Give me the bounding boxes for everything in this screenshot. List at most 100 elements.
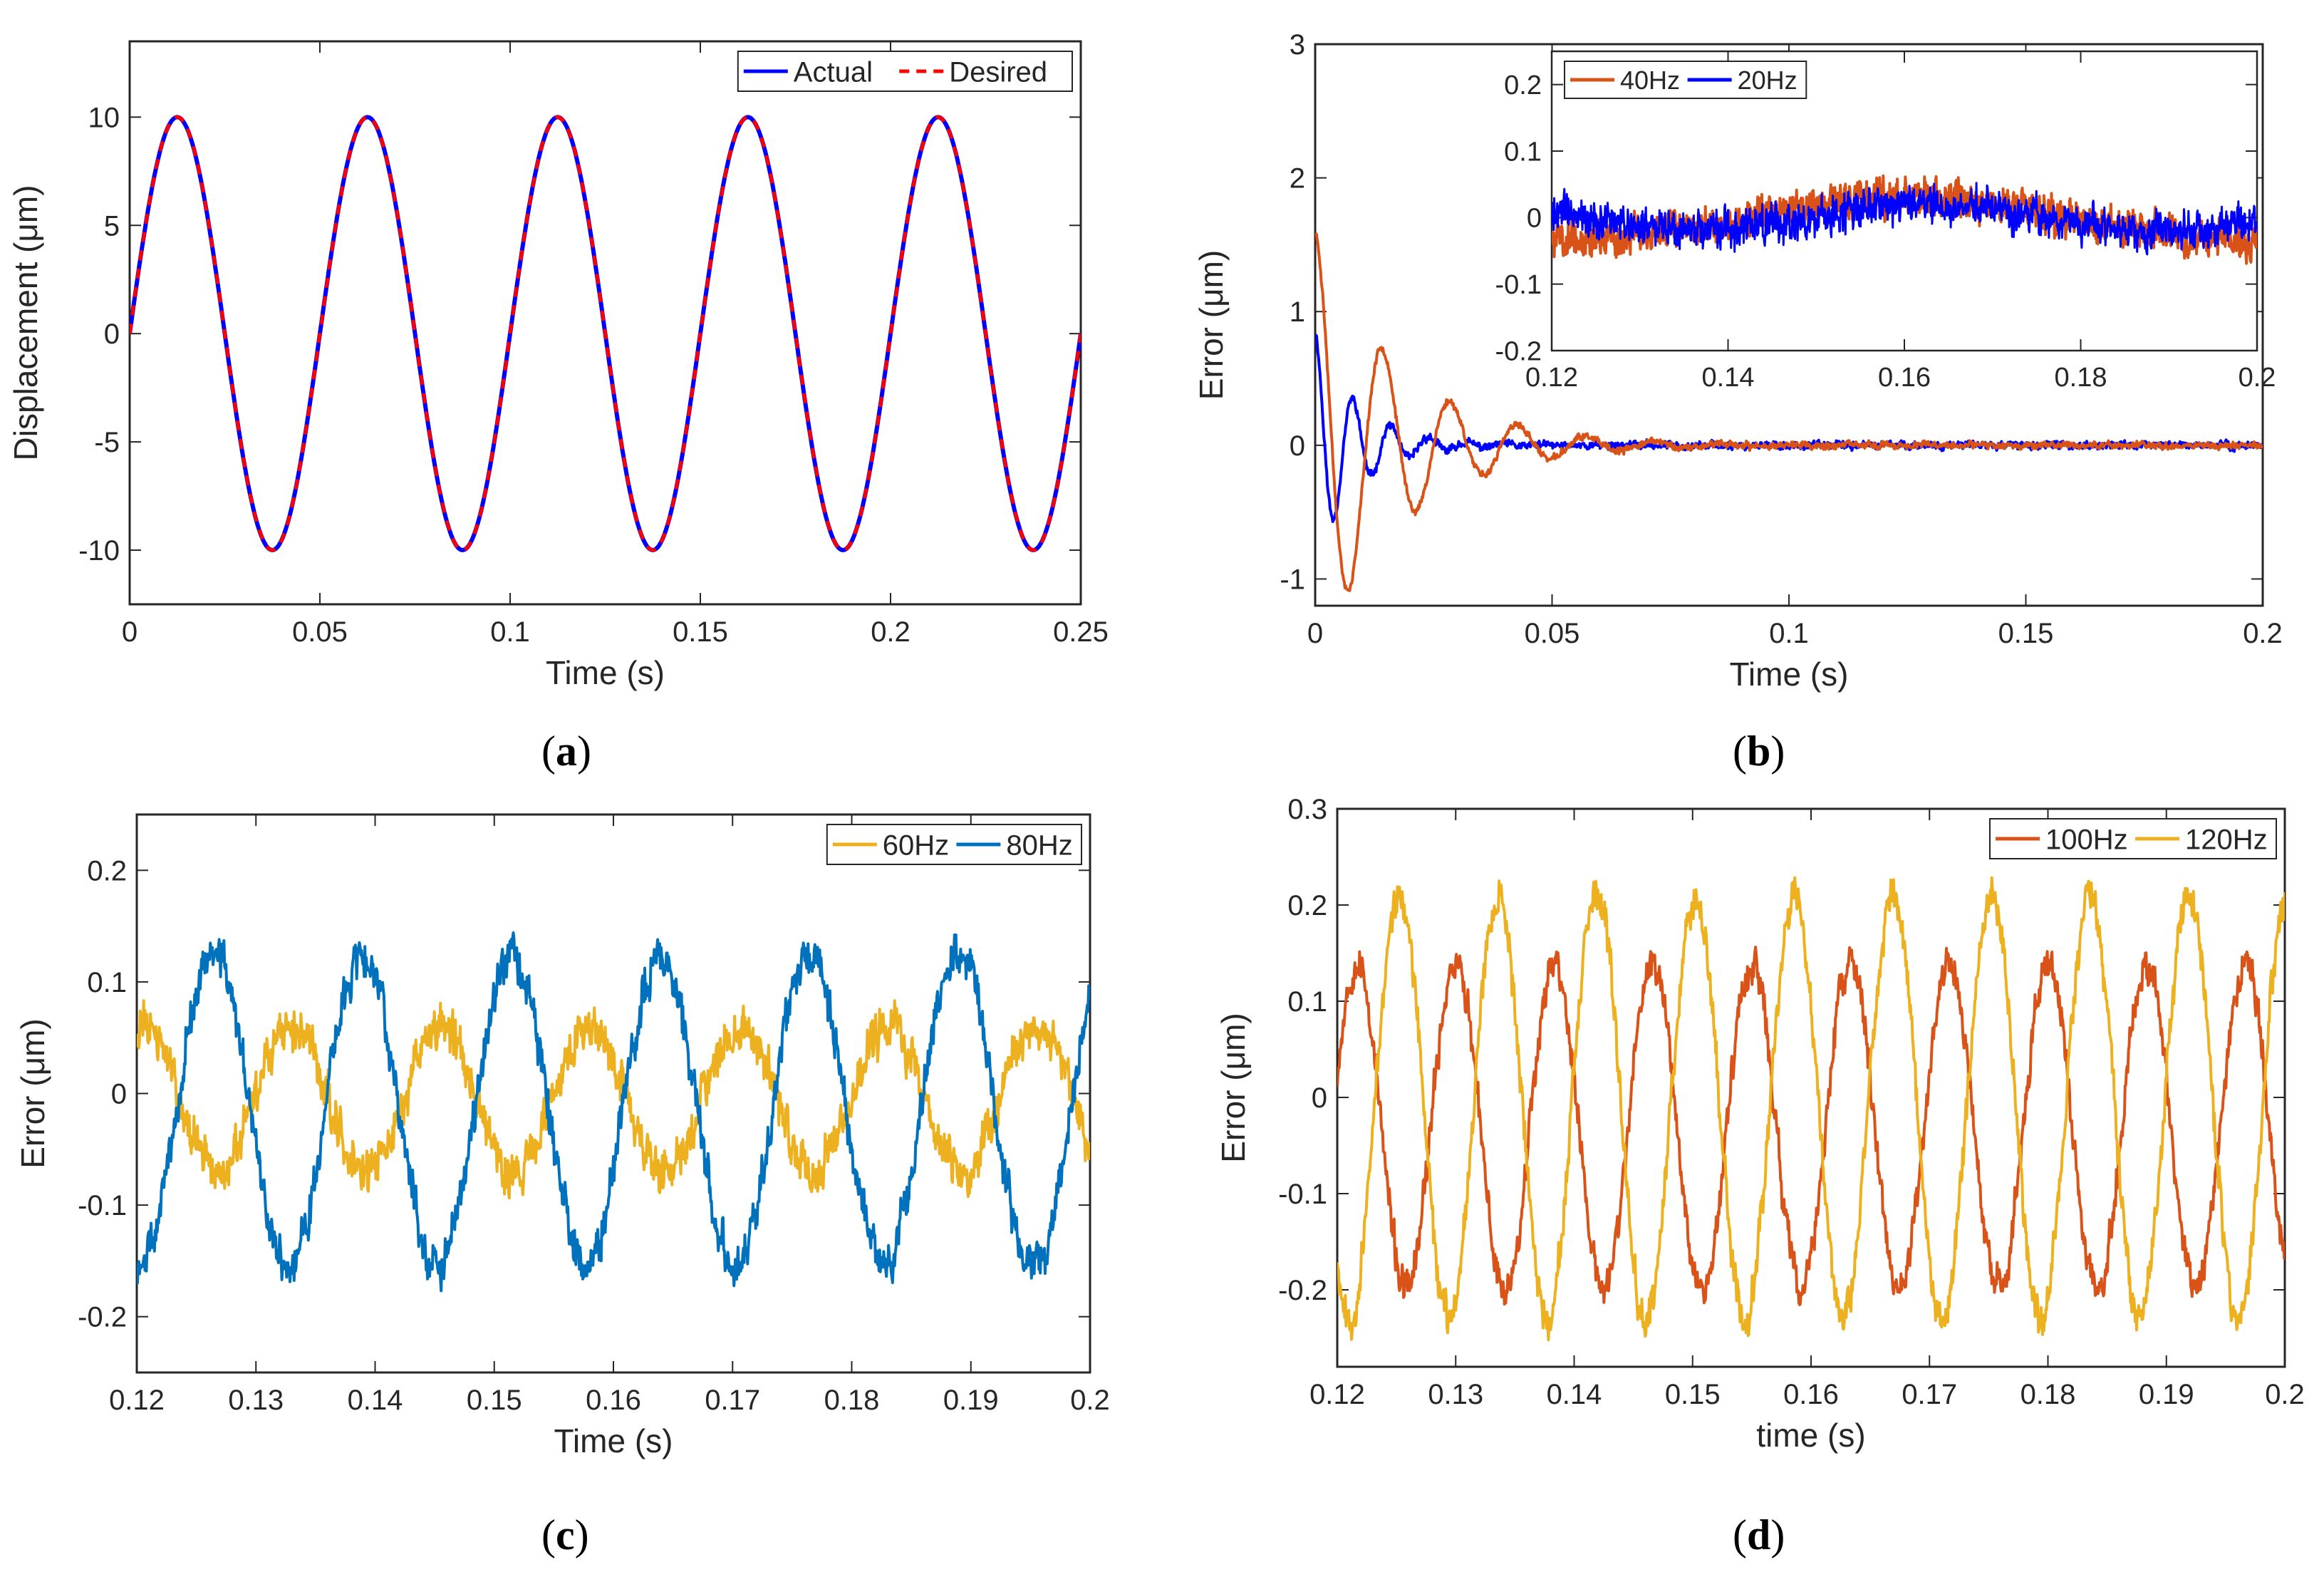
- chart-a-ytick-label: -10: [78, 535, 120, 567]
- chart-c-series-group: [137, 931, 1090, 1293]
- chart-c-xlabel: Time (s): [554, 1422, 673, 1459]
- chart-b-inset-xtick-label: 0.14: [1702, 363, 1755, 393]
- chart-b-inset-ytick-label: 0: [1527, 204, 1542, 234]
- chart-d-xtick-label: 0.13: [1428, 1379, 1483, 1410]
- chart-b-inset-series-group: [1552, 174, 2257, 265]
- chart-d-panel: 0.12 0.13 0.14 0.15 0.16 0.17 0.18 0.19 0.2 -0.2 -…: [1215, 794, 2305, 1454]
- chart-c-ytick-label: 0.1: [87, 967, 127, 998]
- chart-d-xtick-label: 0.15: [1665, 1379, 1721, 1410]
- chart-c-xtick-label: 0.2: [1070, 1385, 1110, 1416]
- chart-b-series-40hz: [1315, 232, 2263, 592]
- chart-c-xtick-label: 0.16: [586, 1385, 641, 1416]
- chart-a-ytick-label: 0: [104, 319, 120, 350]
- chart-d-xtick-label: 0.19: [2139, 1379, 2194, 1410]
- chart-d-ytick-label: -0.1: [1278, 1179, 1327, 1210]
- chart-c-xtick-label: 0.13: [228, 1385, 284, 1416]
- chart-b-ytick-label: 0: [1290, 430, 1305, 462]
- chart-b-inset-legend: 40Hz 20Hz: [1564, 61, 1807, 99]
- chart-a-xtick-label: 0.05: [292, 616, 348, 648]
- chart-c-panel: 0.12 0.13 0.14 0.15 0.16 0.17 0.18 0.19 0.2 -0.2 -…: [14, 813, 1110, 1459]
- caption-a: (a): [541, 728, 591, 775]
- chart-b-inset-ytick-label: 0.2: [1504, 71, 1542, 100]
- chart-b-inset-panel: 0.12 0.14 0.16 0.18 0.2 -0.2 -0.1 0 0.1 0.2 40Hz 20…: [1495, 50, 2276, 393]
- chart-c-legend: 60Hz 80Hz: [826, 824, 1083, 865]
- chart-c-ytick-label: 0: [111, 1079, 127, 1110]
- chart-a-xtick-label: 0.1: [490, 616, 530, 648]
- chart-b-ytick-label: 1: [1290, 296, 1305, 328]
- caption-b: (b): [1733, 728, 1785, 775]
- chart-b-xtick-label: 0.05: [1525, 618, 1580, 649]
- chart-c-series-80hz: [137, 931, 1090, 1293]
- chart-b-ylabel: Error (μm): [1193, 250, 1230, 400]
- chart-b-xtick-label: 0: [1307, 618, 1323, 649]
- chart-d-xlabel: time (s): [1756, 1417, 1865, 1454]
- chart-c-ylabel: Error (μm): [14, 1018, 51, 1168]
- chart-b-inset-xtick-label: 0.18: [2055, 363, 2107, 393]
- chart-b-inset-ytick-label: -0.2: [1495, 336, 1542, 366]
- chart-d-xtick-label: 0.14: [1547, 1379, 1602, 1410]
- chart-b-inset-ytick-label: 0.1: [1504, 137, 1542, 167]
- chart-d-legend-label: 120Hz: [2185, 824, 2268, 855]
- chart-c-xtick-label: 0.12: [109, 1385, 165, 1416]
- chart-d-xtick-label: 0.16: [1783, 1379, 1839, 1410]
- chart-c-legend-label: 80Hz: [1006, 829, 1072, 861]
- chart-a-legend-label: Desired: [949, 56, 1047, 88]
- chart-b-xtick-label: 0.15: [1998, 618, 2054, 649]
- chart-d-plot-area: [1336, 807, 2286, 1368]
- chart-c-legend-label: 60Hz: [883, 829, 949, 861]
- chart-b-inset-series-20hz: [1552, 182, 2257, 256]
- chart-c-xtick-label: 0.18: [824, 1385, 880, 1416]
- chart-d-series-100hz: [1337, 946, 2285, 1306]
- chart-d-legend: 100Hz 120Hz: [1989, 818, 2277, 859]
- chart-d-ytick-label: 0.1: [1287, 986, 1327, 1018]
- chart-b-ytick-label: 2: [1290, 163, 1305, 195]
- chart-d-xtick-label: 0.2: [2265, 1379, 2305, 1410]
- caption-d: (d): [1733, 1511, 1785, 1558]
- chart-d-ylabel: Error (μm): [1215, 1013, 1252, 1162]
- chart-d-xtick-label: 0.18: [2020, 1379, 2076, 1410]
- chart-c-ytick-label: 0.2: [87, 855, 127, 886]
- chart-b-series-group: [1315, 232, 2263, 592]
- chart-d-ytick-label: 0.2: [1287, 890, 1327, 921]
- chart-a-xtick-label: 0.15: [673, 616, 728, 648]
- chart-b-inset-xtick-label: 0.12: [1525, 363, 1578, 393]
- chart-c-xtick-label: 0.14: [348, 1385, 403, 1416]
- chart-a-xtick-label: 0.25: [1053, 616, 1109, 648]
- chart-b-xlabel: Time (s): [1730, 656, 1849, 693]
- chart-d-ytick-label: 0: [1312, 1082, 1327, 1114]
- chart-c-ytick-label: -0.2: [78, 1302, 127, 1333]
- chart-c-series-60hz: [137, 999, 1090, 1200]
- chart-d-xtick-label: 0.12: [1309, 1379, 1365, 1410]
- chart-a-series-group: [130, 115, 1081, 552]
- chart-a-legend-label: Actual: [794, 56, 873, 88]
- chart-b-inset-ytick-label: -0.1: [1495, 270, 1542, 300]
- chart-a-series-desired: [130, 115, 1081, 552]
- chart-a-xtick-label: 0.2: [871, 616, 911, 648]
- chart-d-ytick-label: -0.2: [1278, 1275, 1327, 1306]
- chart-a-legend: Actual Desired: [737, 51, 1074, 92]
- chart-c-xtick-label: 0.15: [467, 1385, 522, 1416]
- chart-b-inset-xtick-label: 0.2: [2239, 363, 2276, 393]
- chart-d-xtick-label: 0.17: [1902, 1379, 1957, 1410]
- chart-c-xtick-label: 0.17: [705, 1385, 760, 1416]
- chart-b-ytick-label: -1: [1280, 564, 1305, 595]
- chart-d-series-group: [1337, 876, 2285, 1342]
- chart-c-plot-area: [135, 813, 1091, 1374]
- chart-a-xtick-label: 0: [122, 616, 138, 648]
- chart-b-inset-legend-label: 20Hz: [1738, 66, 1798, 95]
- chart-a-ytick-label: -5: [94, 427, 120, 458]
- chart-b-xtick-label: 0.2: [2243, 618, 2283, 649]
- chart-d-series-120hz: [1337, 876, 2285, 1342]
- chart-d-legend-label: 100Hz: [2045, 824, 2128, 855]
- chart-b-xtick-label: 0.1: [1769, 618, 1809, 649]
- caption-c: (c): [541, 1511, 589, 1558]
- chart-c-xtick-label: 0.19: [943, 1385, 999, 1416]
- chart-b-ytick-label: 3: [1290, 29, 1305, 61]
- chart-c-ytick-label: -0.1: [78, 1190, 127, 1221]
- chart-a-xlabel: Time (s): [546, 654, 665, 691]
- chart-a-panel: 0 0.05 0.1 0.15 0.2 0.25 -10 -5 0 5 10 Time (s) Disp…: [7, 40, 1109, 691]
- chart-b-inset-legend-label: 40Hz: [1620, 66, 1680, 95]
- chart-a-ytick-label: 5: [104, 210, 120, 242]
- chart-b-inset-xtick-label: 0.16: [1878, 363, 1931, 393]
